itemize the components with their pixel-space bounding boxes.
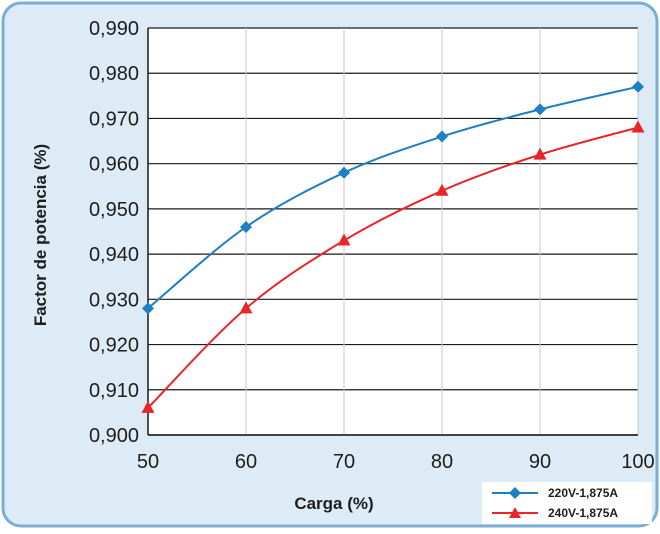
x-tick-label: 90 [529, 451, 551, 473]
tick-layer: 0,900 0,910 0,920 0,930 0,940 0,950 0,960 0,970… [89, 18, 655, 473]
y-tick-label: 0,940 [89, 244, 139, 266]
data-point-220v [240, 220, 252, 233]
legend-label-220v: 220V-1,875A [548, 486, 618, 500]
data-point-240v [239, 301, 253, 314]
x-axis-title: Carga (%) [294, 494, 373, 513]
y-tick-label: 0,990 [89, 18, 139, 40]
y-tick-label: 0,960 [89, 154, 139, 176]
data-point-240v [533, 147, 547, 160]
legend: 220V-1,875A 240V-1,875A [482, 482, 652, 524]
legend-diamond-marker [509, 487, 521, 499]
x-tick-label: 60 [235, 451, 257, 473]
x-tick-label: 70 [333, 451, 355, 473]
legend-label-240v: 240V-1,875A [548, 506, 618, 520]
x-tick-label: 80 [431, 451, 453, 473]
y-axis-title: Factor de potencia (%) [31, 144, 50, 326]
data-point-220v [632, 80, 644, 93]
data-point-240v [435, 183, 449, 196]
series-line-240v [147, 126, 639, 409]
data-point-220v [534, 103, 546, 116]
plot-area [148, 28, 638, 435]
data-point-220v [436, 130, 448, 143]
data-point-240v [337, 233, 351, 246]
grid-layer [147, 27, 639, 436]
y-tick-label: 0,930 [89, 289, 139, 311]
y-tick-label: 0,910 [89, 380, 139, 402]
y-tick-label: 0,980 [89, 63, 139, 85]
y-tick-label: 0,970 [89, 108, 139, 130]
data-point-240v [141, 400, 155, 413]
series-line-220v [147, 85, 639, 310]
data-point-220v [338, 166, 350, 179]
x-tick-label: 50 [137, 451, 159, 473]
series-layer [141, 80, 645, 413]
data-point-220v [142, 302, 154, 315]
x-tick-label: 100 [621, 451, 654, 473]
data-point-240v [631, 120, 645, 133]
y-tick-label: 0,950 [89, 199, 139, 221]
legend-triangle-marker [509, 507, 521, 518]
y-tick-label: 0,900 [89, 425, 139, 447]
y-tick-label: 0,920 [89, 335, 139, 357]
